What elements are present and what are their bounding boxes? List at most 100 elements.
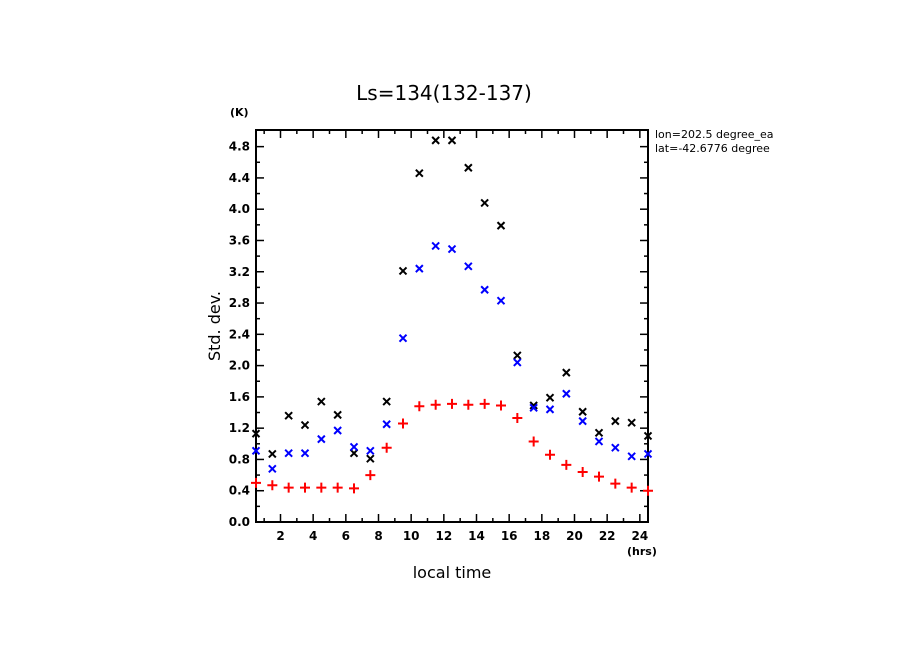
series-black-x (251, 136, 653, 463)
data-point (512, 412, 523, 423)
x-tick-label: 14 (468, 529, 485, 543)
data-point (447, 136, 457, 145)
data-point (317, 397, 326, 406)
y-tick-label: 2.8 (229, 296, 250, 310)
data-point (578, 416, 587, 426)
data-point (349, 448, 359, 458)
data-point (496, 400, 506, 411)
x-tick-label: 22 (599, 529, 616, 543)
plot-marks (251, 136, 653, 496)
data-point (283, 482, 294, 493)
data-point (300, 448, 310, 458)
data-point (398, 334, 408, 343)
data-point (447, 398, 457, 409)
data-point (496, 296, 506, 305)
y-tick-label: 0.4 (229, 484, 250, 498)
x-tick-label: 10 (403, 529, 420, 543)
annotation-lon: lon=202.5 degree_ea (655, 128, 774, 141)
data-point (316, 482, 327, 493)
data-point (268, 464, 277, 474)
data-point (268, 449, 277, 459)
series-red-plus (251, 398, 653, 496)
data-point (431, 136, 440, 145)
data-point (414, 401, 425, 412)
data-point (561, 459, 572, 470)
data-point (284, 411, 293, 420)
data-point (479, 398, 490, 409)
y-tick-label: 0.8 (229, 452, 250, 466)
y-tick-label: 2.0 (229, 359, 250, 373)
y-tick-label: 0.0 (229, 515, 250, 529)
data-point (447, 244, 457, 254)
y-tick-label: 4.0 (229, 202, 250, 216)
data-point (594, 471, 604, 482)
data-point (317, 434, 326, 444)
data-point (366, 446, 375, 456)
data-point (349, 442, 359, 452)
data-point (251, 446, 261, 456)
data-point (251, 429, 261, 438)
data-point (627, 418, 636, 427)
x-tick-label: 12 (435, 529, 452, 543)
x-tick-label: 4 (309, 529, 317, 543)
y-tick-label: 3.2 (229, 265, 250, 279)
data-point (349, 483, 359, 494)
y-tick-label: 4.8 (229, 140, 250, 154)
data-point (529, 401, 538, 410)
y-tick-label: 2.4 (229, 327, 250, 341)
x-tick-label: 2 (276, 529, 284, 543)
annotation-lat: lat=-42.6776 degree (655, 142, 770, 155)
y-axis-label: Std. dev. (205, 291, 224, 361)
data-point (300, 482, 310, 493)
x-tick-label: 8 (374, 529, 382, 543)
data-point (496, 221, 506, 230)
data-point (545, 449, 555, 460)
x-tick-label: 16 (501, 529, 518, 543)
data-point (562, 389, 571, 398)
data-point (513, 351, 522, 360)
x-tick-label: 24 (631, 529, 648, 543)
data-point (398, 266, 408, 276)
data-point (643, 449, 653, 459)
data-point (333, 426, 342, 435)
x-tick-label: 18 (533, 529, 550, 543)
data-point (300, 420, 310, 430)
data-point (463, 399, 474, 410)
data-point (382, 397, 391, 406)
data-point (464, 262, 473, 271)
data-point (480, 198, 489, 208)
data-point (333, 410, 342, 420)
data-point (578, 407, 587, 416)
annotation-clip (780, 125, 904, 160)
data-point (529, 403, 538, 413)
y-tick-label: 1.6 (229, 390, 250, 404)
data-point (480, 285, 489, 294)
data-point (627, 452, 636, 461)
series-blue-x (251, 241, 653, 474)
data-point (545, 393, 555, 402)
data-point (626, 482, 637, 493)
data-point (381, 442, 392, 453)
x-tick-label: 6 (342, 529, 350, 543)
data-point (577, 466, 588, 477)
data-point (431, 241, 440, 251)
data-point (513, 358, 522, 367)
data-point (415, 264, 424, 273)
data-point (332, 482, 343, 493)
data-point (430, 399, 441, 410)
axes: 2 4 6 8 10 12 14 16 18 20 22 240.00.40.81.21.62.02.… (229, 129, 649, 543)
chart-title: Ls=134(132-137) (356, 81, 532, 105)
data-point (610, 478, 621, 489)
data-point (366, 454, 375, 463)
y-unit-label: (K) (230, 106, 249, 119)
data-point (464, 163, 473, 172)
data-point (545, 405, 555, 414)
y-tick-label: 1.2 (229, 421, 250, 435)
plot-frame (255, 129, 649, 523)
data-point (594, 437, 604, 446)
data-point (284, 448, 293, 458)
data-point (398, 418, 408, 429)
data-point (267, 480, 278, 491)
data-point (643, 431, 653, 441)
